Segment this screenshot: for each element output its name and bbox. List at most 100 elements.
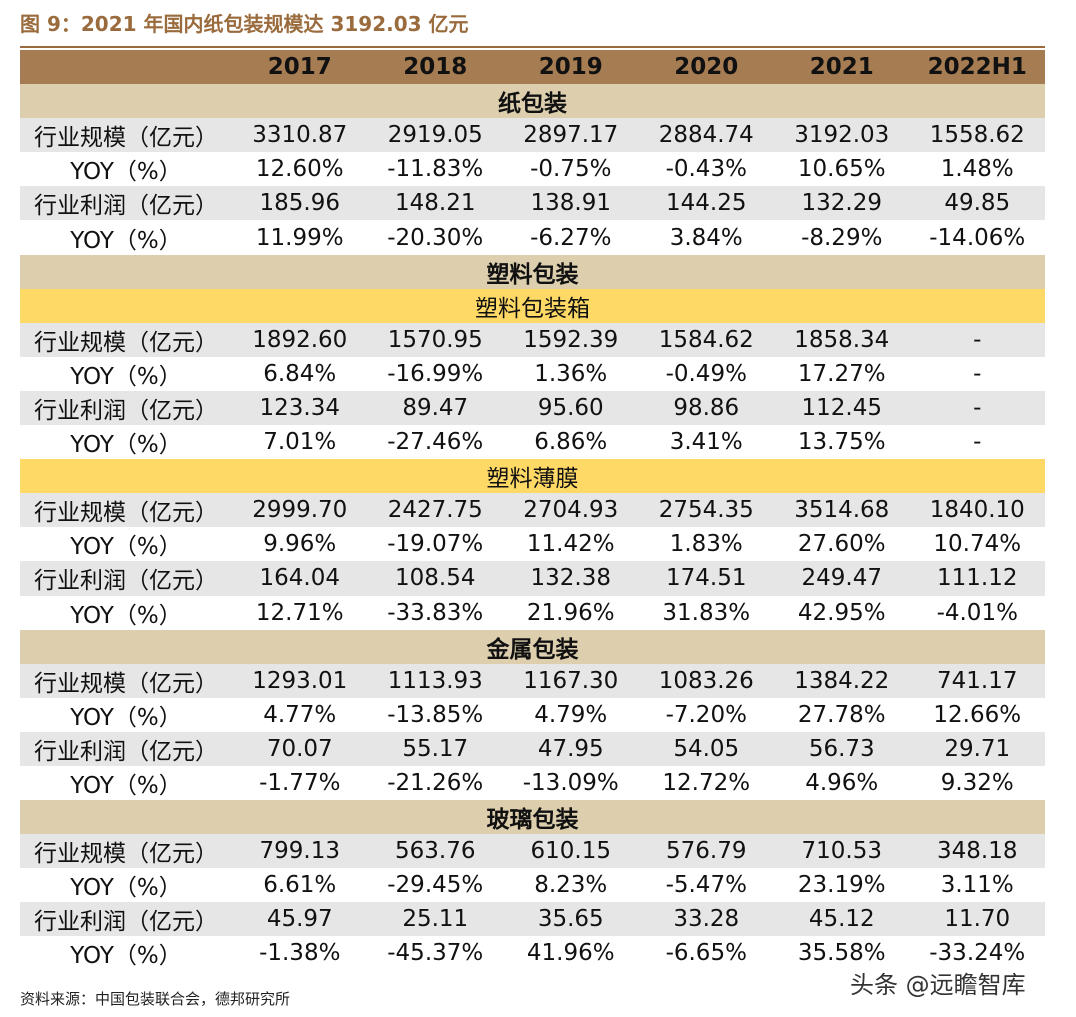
cell: 25.11 [402,906,469,933]
cell: 1384.22 [794,667,890,694]
cell: 12.60% [255,156,344,183]
row-label: 行业规模（亿元） [34,125,218,152]
cell: 3192.03 [794,122,890,149]
row-label: YOY（%） [70,432,182,459]
subsection-title: 塑料包装箱 [475,295,590,322]
row-label: 行业利润（亿元） [34,568,218,595]
cell: 2897.17 [523,122,619,149]
cell: 10.65% [797,156,886,183]
cell: 6.84% [263,360,337,387]
cell: -33.83% [387,599,484,626]
cell: 11.42% [526,531,615,558]
header-cell: 2020 [674,54,739,81]
cell: 1858.34 [794,326,890,353]
cell: 1167.30 [523,667,619,694]
cell: 10.74% [933,531,1022,558]
data-row: 行业规模（亿元） 1293.01 1113.93 1167.30 1083.26 1384… [20,663,1045,698]
cell: -6.65% [665,940,747,967]
cell: 710.53 [801,838,882,865]
cell: 164.04 [259,565,340,592]
cell: 27.78% [797,701,886,728]
row-label: YOY（%） [70,363,182,390]
cell: 174.51 [666,565,747,592]
header-cell: 2018 [403,54,468,81]
cell: 610.15 [530,838,611,865]
cell: 56.73 [808,735,875,762]
cell: 35.65 [537,906,604,933]
cell: -1.77% [259,770,341,797]
cell: 148.21 [395,190,476,217]
cell: 33.28 [673,906,740,933]
cell: 2999.70 [252,497,348,524]
table: 2017 2018 2019 2020 2021 2022H1 纸包装 行业规模（亿元） 331… [20,50,1045,971]
data-row: YOY（%） 6.61% -29.45% 8.23% -5.47% 23.19% 3.11% [20,868,1045,902]
cell: 41.96% [526,940,615,967]
cell: -19.07% [387,531,484,558]
cell: -7.20% [665,701,747,728]
header-row: 2017 2018 2019 2020 2021 2022H1 [20,50,1045,85]
cell: 6.86% [534,429,608,456]
row-label: 行业利润（亿元） [34,193,218,220]
row-label: YOY（%） [70,943,182,970]
row-label: YOY（%） [70,159,182,186]
subsection-title: 塑料薄膜 [486,466,579,493]
cell: 1892.60 [252,326,348,353]
row-label: YOY（%） [70,773,182,800]
data-row: YOY（%） 9.96% -19.07% 11.42% 1.83% 27.60% 10.74… [20,527,1045,561]
cell: -0.43% [665,156,747,183]
cell: 3.41% [669,429,743,456]
cell: 249.47 [801,565,882,592]
cell: 42.95% [797,599,886,626]
cell: 1570.95 [387,326,483,353]
cell: -27.46% [387,429,484,456]
row-label: YOY（%） [70,227,182,254]
cell: 17.27% [797,360,886,387]
cell: 9.96% [263,531,337,558]
cell: 2754.35 [658,497,754,524]
header-cell: 2019 [538,54,603,81]
section-title: 玻璃包装 [486,807,579,834]
cell: 3.11% [940,872,1014,899]
cell: 799.13 [259,838,340,865]
cell: 98.86 [673,394,740,421]
cell: 112.45 [801,394,882,421]
data-row: 行业利润（亿元） 164.04 108.54 132.38 174.51 249.47 11… [20,561,1045,596]
cell: 12.66% [933,701,1022,728]
cell: 741.17 [937,667,1018,694]
cell: 11.70 [944,906,1011,933]
section-row: 纸包装 [20,84,1045,119]
row-label: YOY（%） [70,534,182,561]
row-label: YOY（%） [70,602,182,629]
cell: -8.29% [801,224,883,251]
row-label: 行业利润（亿元） [34,909,218,936]
cell: 3.84% [669,224,743,251]
cell: 1.83% [669,531,743,558]
cell: -11.83% [387,156,484,183]
data-row: 行业规模（亿元） 799.13 563.76 610.15 576.79 710.53 34… [20,834,1045,869]
cell: - [973,429,982,456]
cell: 9.32% [940,770,1014,797]
header-cell: 2022H1 [927,54,1027,81]
header-cell: 2017 [267,54,332,81]
cell: 132.29 [801,190,882,217]
cell: - [973,394,982,421]
cell: 35.58% [797,940,886,967]
cell: -13.85% [387,701,484,728]
cell: 185.96 [259,190,340,217]
data-row: 行业利润（亿元） 45.97 25.11 35.65 33.28 45.12 11.70 [20,902,1045,937]
cell: 29.71 [944,735,1011,762]
section-title: 塑料包装 [486,261,579,288]
cell: 3310.87 [252,122,348,149]
cell: 563.76 [395,838,476,865]
cell: -1.38% [259,940,341,967]
data-row: YOY（%） 12.71% -33.83% 21.96% 31.83% 42.95% -4.… [20,596,1045,630]
watermark: 头条 @远瞻智库 [850,971,1026,999]
section-title: 纸包装 [498,91,567,118]
cell: 144.25 [666,190,747,217]
cell: 6.61% [263,872,337,899]
cell: 1113.93 [387,667,483,694]
cell: 2427.75 [387,497,483,524]
cell: 12.71% [255,599,344,626]
row-label: 行业规模（亿元） [34,841,218,868]
data-row: 行业利润（亿元） 70.07 55.17 47.95 54.05 56.73 29.71 [20,731,1045,766]
